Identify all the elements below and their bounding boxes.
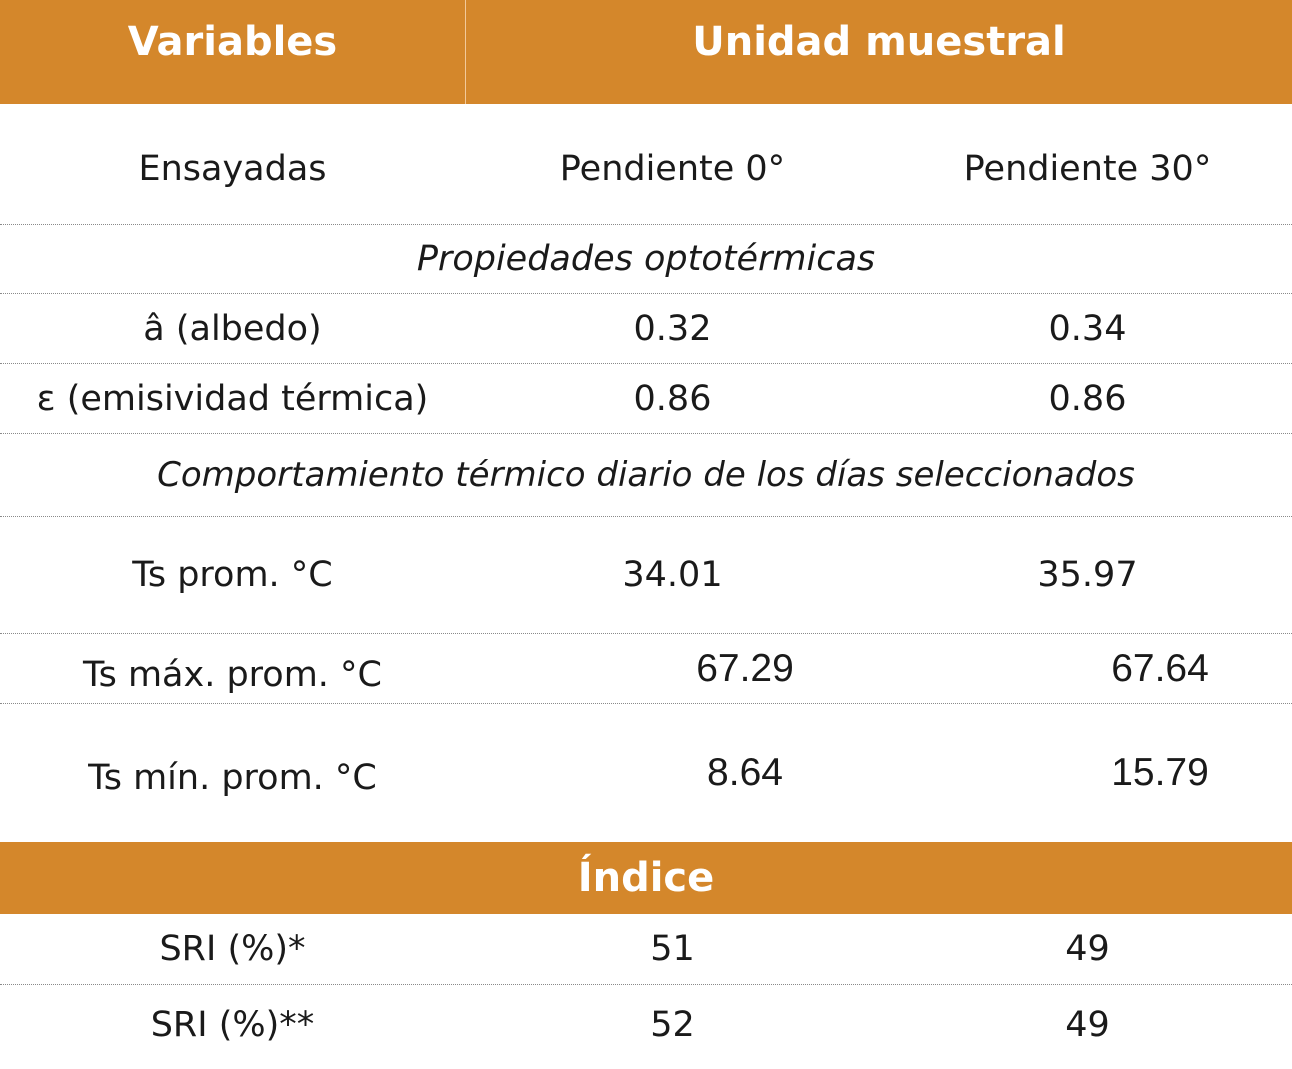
header-unidad-muestral: Unidad muestral	[692, 19, 1066, 65]
section-propiedades-optotermicas: Propiedades optotérmicas	[416, 239, 876, 279]
table-row-emisividad: ε (emisividad térmica) 0.86 0.86	[0, 364, 1292, 433]
label-sri-1: SRI (%)*	[159, 929, 306, 969]
row-divider	[0, 984, 1292, 985]
row-divider	[0, 363, 1292, 364]
label-ts-max: Ts máx. prom. °C	[83, 654, 382, 695]
label-ensayadas: Ensayadas	[138, 149, 327, 189]
section-indice: Índice	[577, 855, 715, 901]
section-row-opto: Propiedades optotérmicas	[0, 225, 1292, 293]
value-sri-1-p0: 51	[650, 929, 695, 969]
label-emisividad: ε (emisividad térmica)	[36, 378, 429, 419]
row-divider	[0, 293, 1292, 294]
value-ts-prom-p0: 34.01	[622, 555, 723, 595]
value-emisividad-p30: 0.86	[1048, 378, 1127, 419]
value-sri-1-p30: 49	[1065, 929, 1110, 969]
header-variables: Variables	[127, 19, 338, 65]
row-divider	[0, 433, 1292, 434]
value-albedo-p30: 0.34	[1048, 308, 1127, 349]
value-sri-2-p30: 49	[1065, 1005, 1110, 1045]
value-emisividad-p0: 0.86	[633, 378, 712, 419]
subheader-row: Ensayadas Pendiente 0° Pendiente 30°	[0, 114, 1292, 224]
row-divider	[0, 703, 1292, 704]
label-sri-2: SRI (%)**	[150, 1005, 315, 1045]
value-sri-2-p0: 52	[650, 1005, 695, 1045]
table-row-ts-max: Ts máx. prom. °C 67.29 67.64	[0, 634, 1292, 703]
table-row-sri-2: SRI (%)** 52 49	[0, 985, 1292, 1065]
section-row-termico: Comportamiento térmico diario de los día…	[0, 434, 1292, 516]
value-ts-max-p0: 67.29	[696, 646, 794, 690]
label-albedo: â (albedo)	[143, 308, 322, 349]
table-row-sri-1: SRI (%)* 51 49	[0, 914, 1292, 984]
value-ts-min-p0: 8.64	[707, 751, 783, 794]
row-divider	[0, 516, 1292, 517]
value-albedo-p0: 0.32	[633, 308, 712, 349]
value-ts-max-p30: 67.64	[1111, 646, 1209, 690]
table-row-ts-min: Ts mín. prom. °C 8.64 15.79	[0, 704, 1292, 842]
table-header: Variables Unidad muestral	[0, 0, 1292, 104]
section-indice-band: Índice	[0, 842, 1292, 914]
label-ts-prom: Ts prom. °C	[132, 555, 333, 595]
section-comportamiento-termico: Comportamiento térmico diario de los día…	[157, 455, 1135, 495]
table-row-ts-prom: Ts prom. °C 34.01 35.97	[0, 517, 1292, 633]
label-pendiente-0: Pendiente 0°	[559, 149, 786, 189]
label-pendiente-30: Pendiente 30°	[963, 149, 1212, 189]
table-row-albedo: â (albedo) 0.32 0.34	[0, 294, 1292, 363]
value-ts-prom-p30: 35.97	[1037, 555, 1138, 595]
row-divider	[0, 224, 1292, 225]
label-ts-min: Ts mín. prom. °C	[88, 758, 377, 798]
header-divider	[465, 0, 466, 104]
row-divider	[0, 633, 1292, 634]
value-ts-min-p30: 15.79	[1111, 751, 1209, 794]
